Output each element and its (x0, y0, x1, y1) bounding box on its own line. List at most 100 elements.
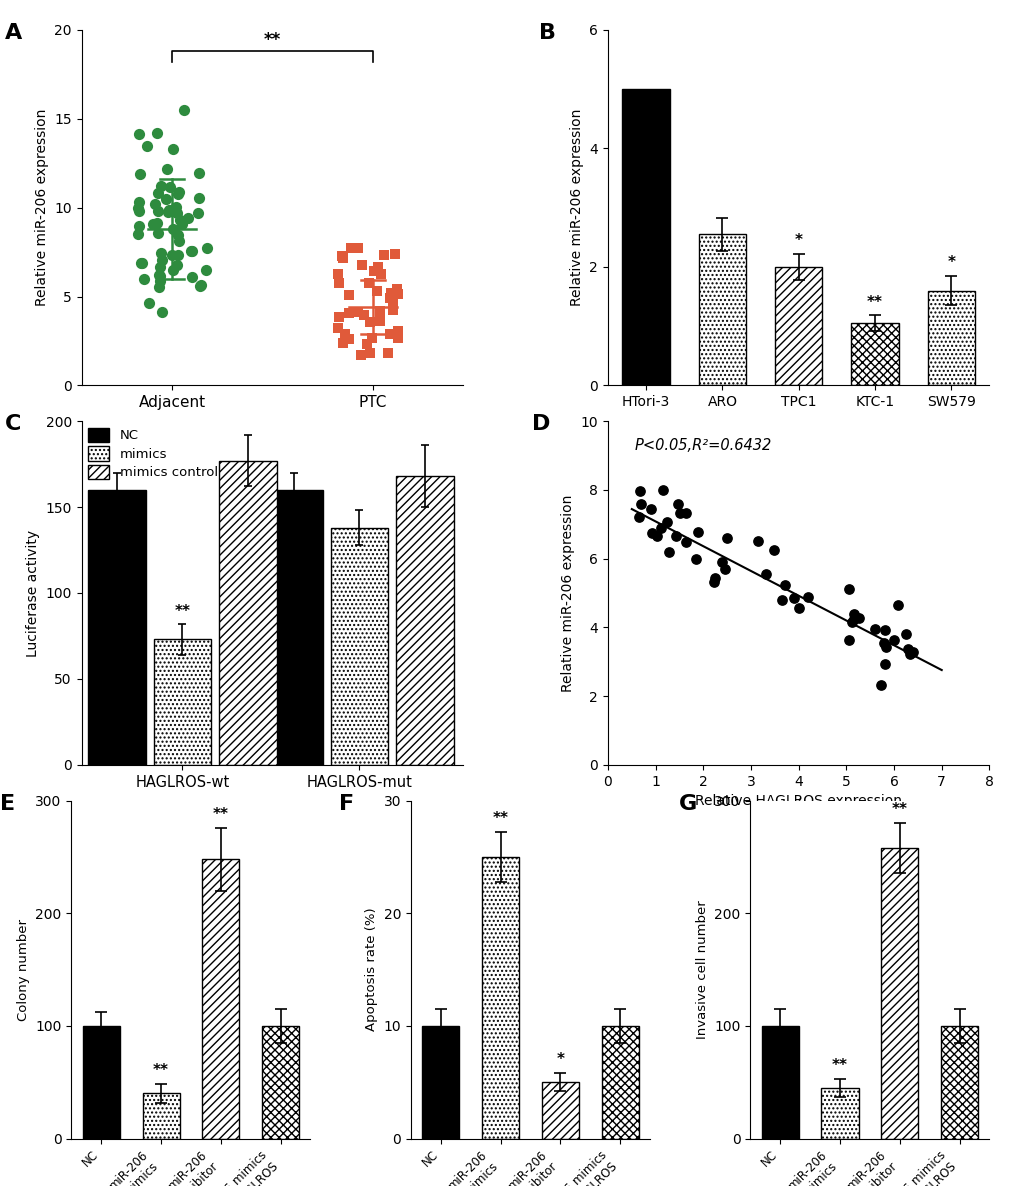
Point (373, 264, 389, 283)
Point (152, 257, 168, 276)
Point (841, 579, 857, 598)
Point (165, 261, 181, 280)
Point (329, 264, 345, 283)
Text: C: C (5, 414, 21, 434)
Point (329, 318, 345, 337)
Point (361, 313, 377, 332)
Point (365, 261, 381, 280)
Point (191, 164, 207, 183)
Point (872, 676, 889, 695)
Point (884, 631, 901, 650)
Point (152, 267, 168, 286)
Point (158, 189, 174, 208)
Point (899, 639, 915, 658)
Bar (265, 490, 323, 765)
Point (371, 311, 387, 330)
Point (384, 300, 400, 319)
Point (145, 215, 161, 234)
Point (179, 209, 196, 228)
Point (132, 165, 149, 184)
Bar (926, 291, 974, 385)
Point (131, 125, 148, 144)
Bar (622, 89, 669, 385)
Text: *: * (947, 255, 955, 270)
Point (330, 308, 346, 327)
Point (333, 247, 350, 266)
Y-axis label: Apoptosis rate (%): Apoptosis rate (%) (365, 907, 378, 1032)
Point (354, 255, 370, 274)
Y-axis label: Colony number: Colony number (16, 918, 30, 1021)
Point (382, 288, 398, 307)
Text: D: D (531, 414, 549, 434)
Point (716, 560, 733, 579)
Point (340, 330, 357, 349)
Point (630, 508, 646, 527)
Point (152, 272, 168, 291)
Bar (774, 267, 821, 385)
Point (132, 254, 149, 273)
Point (147, 195, 163, 213)
Point (368, 282, 384, 301)
Point (153, 243, 169, 262)
Point (141, 293, 157, 312)
Bar (482, 856, 519, 1139)
Point (153, 250, 169, 269)
Point (706, 568, 722, 587)
Y-axis label: Luciferase activity: Luciferase activity (25, 529, 40, 657)
Point (353, 345, 369, 364)
Bar (422, 1026, 459, 1139)
Point (705, 572, 721, 591)
Text: **: ** (492, 811, 508, 825)
Bar (541, 1082, 578, 1139)
Point (687, 550, 703, 569)
Text: A: A (5, 23, 22, 43)
Bar (154, 639, 211, 765)
Point (168, 256, 184, 275)
Point (336, 325, 353, 344)
Point (382, 324, 398, 343)
Point (165, 219, 181, 238)
Bar (820, 1088, 858, 1139)
Y-axis label: Relative miR-206 expression: Relative miR-206 expression (560, 495, 575, 691)
Point (192, 278, 208, 296)
Point (361, 344, 377, 363)
Point (173, 215, 190, 234)
Point (718, 529, 735, 548)
Point (170, 231, 186, 250)
Point (151, 266, 167, 285)
Point (901, 645, 917, 664)
Point (166, 199, 182, 218)
Point (335, 249, 352, 268)
Point (193, 275, 209, 294)
Point (184, 241, 201, 260)
Text: **: ** (832, 1058, 847, 1073)
Point (361, 274, 377, 293)
Bar (89, 490, 146, 765)
Point (840, 630, 856, 649)
Point (363, 329, 379, 347)
Point (633, 495, 649, 514)
Point (169, 225, 185, 244)
Point (129, 224, 146, 243)
Point (713, 553, 730, 572)
Point (667, 527, 684, 546)
Point (850, 608, 866, 627)
Point (660, 542, 677, 561)
Point (669, 495, 686, 514)
Point (370, 257, 386, 276)
Point (632, 482, 648, 500)
Point (343, 238, 360, 257)
Text: E: E (0, 793, 15, 814)
Y-axis label: Relative miR-206 expression: Relative miR-206 expression (570, 109, 583, 306)
Point (149, 123, 165, 142)
Bar (698, 235, 745, 385)
Point (161, 200, 177, 219)
Point (380, 344, 396, 363)
Point (358, 334, 374, 353)
Point (875, 653, 892, 672)
Point (642, 499, 658, 518)
Bar (143, 1093, 179, 1139)
Point (190, 204, 206, 223)
Bar (330, 528, 388, 765)
Y-axis label: Invasive cell number: Invasive cell number (695, 900, 708, 1039)
